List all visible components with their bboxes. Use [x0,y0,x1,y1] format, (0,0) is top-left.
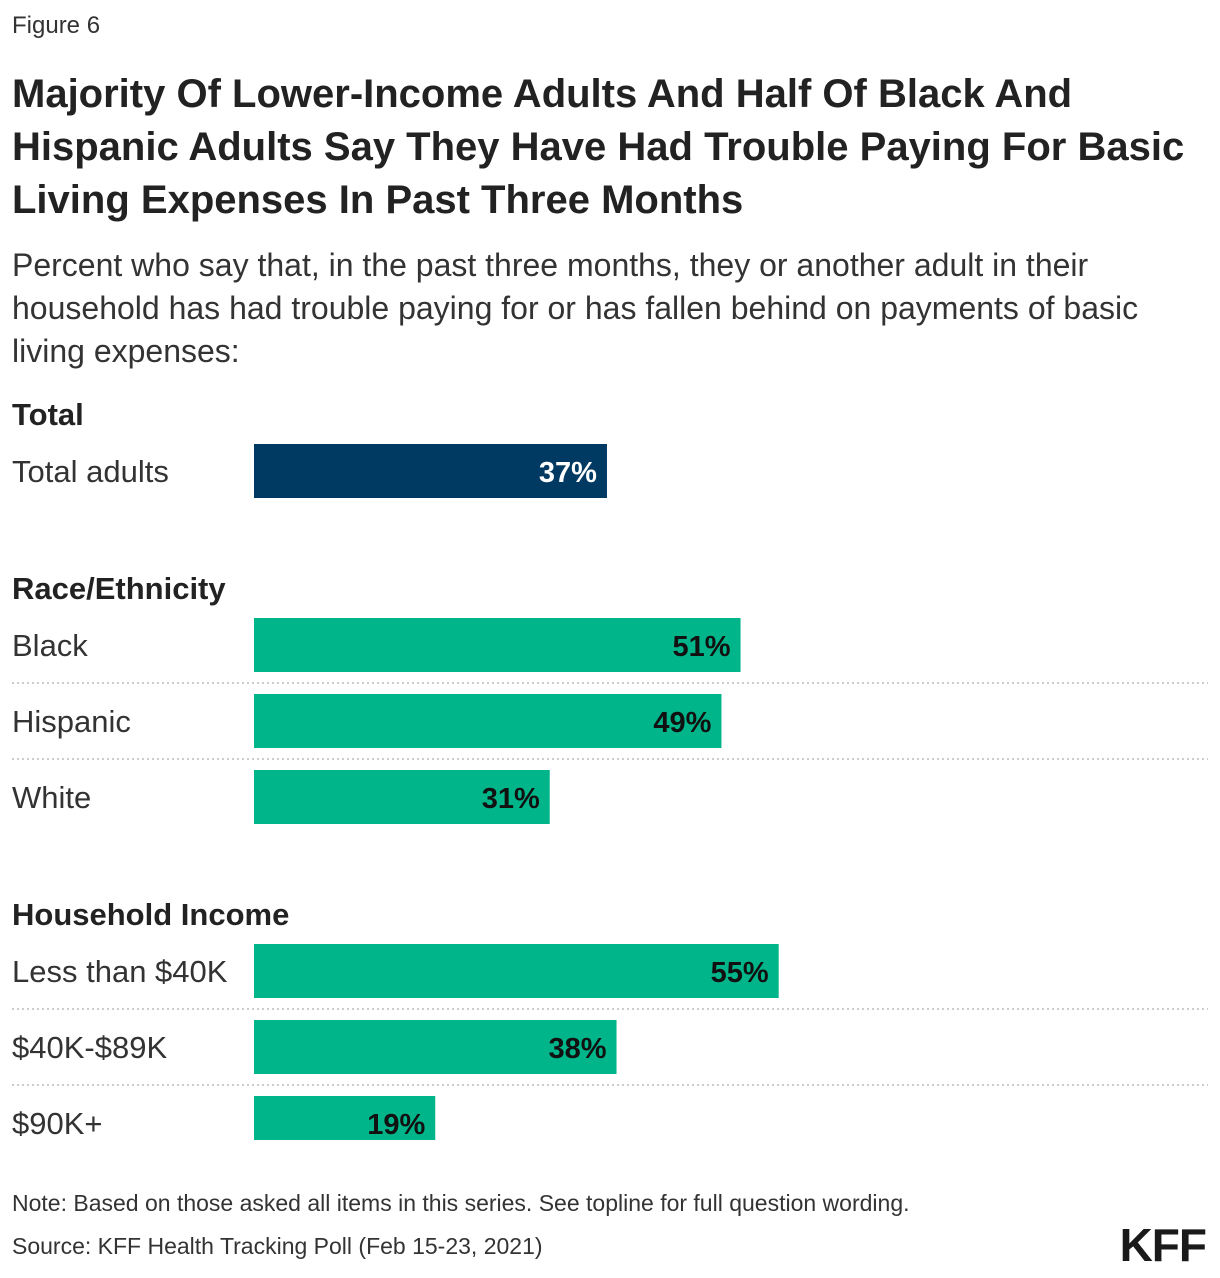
data-label: 51% [672,631,730,663]
bar [254,944,779,998]
bar [254,1096,436,1140]
chart-subtitle: Percent who say that, in the past three … [12,247,1139,369]
chart-source: Source: KFF Health Tracking Poll (Feb 15… [12,1233,543,1259]
figure-label: Figure 6 [12,12,101,39]
category-label: White [12,780,91,815]
data-label: 31% [482,783,540,815]
category-label: $90K+ [12,1106,103,1140]
bar [254,770,550,824]
group-header: Total [12,397,84,432]
category-label: Black [12,628,88,663]
category-label: Hispanic [12,704,131,739]
data-label: 55% [711,957,769,989]
chart-note: Note: Based on those asked all items in … [12,1190,910,1216]
bar [254,1020,617,1074]
group-header: Race/Ethnicity [12,571,226,606]
category-label: Total adults [12,454,169,489]
category-label: Less than $40K [12,954,228,989]
category-label: $40K-$89K [12,1030,167,1065]
data-label: 19% [367,1109,425,1140]
data-label: 49% [653,707,711,739]
data-label: 38% [548,1033,606,1065]
chart-title: Majority Of Lower-Income Adults And Half… [12,72,1185,222]
bar [254,694,722,748]
bar [254,618,741,672]
group-header: Household Income [12,897,289,932]
data-label: 37% [539,457,597,489]
bar-chart: Total Total adults 37% Race/Ethnicity Black 5… [12,397,1208,1140]
kff-logo: KFF [1119,1219,1207,1271]
bar [254,444,607,498]
